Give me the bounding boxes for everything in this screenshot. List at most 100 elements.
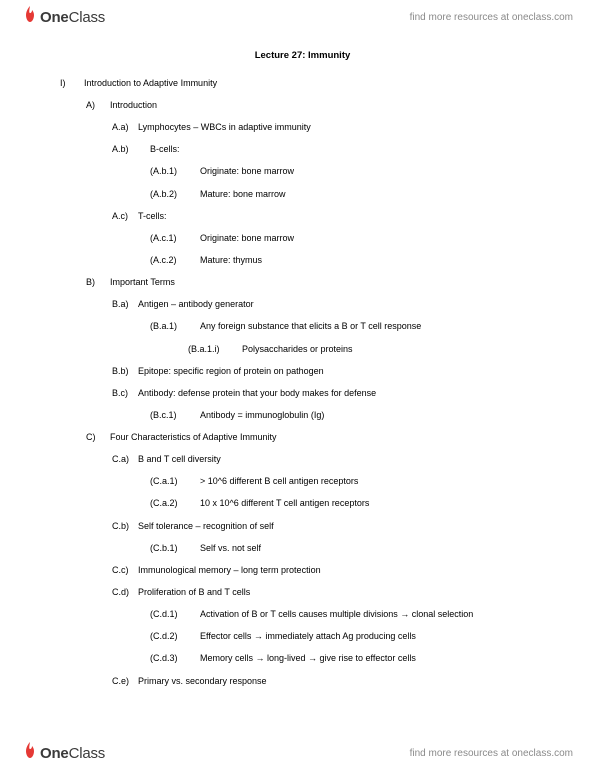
outline-text: Self vs. not self (200, 542, 261, 554)
outline-text: Primary vs. secondary response (138, 675, 267, 687)
outline-row: C)Four Characteristics of Adaptive Immun… (60, 431, 545, 443)
outline-label: (C.d.2) (150, 630, 200, 642)
outline-label: A.b) (112, 143, 150, 155)
flame-icon (22, 741, 38, 766)
outline-row: A.a)Lymphocytes – WBCs in adaptive immun… (60, 121, 545, 133)
outline-row: B.c)Antibody: defense protein that your … (60, 387, 545, 399)
header-bar: OneClass find more resources at oneclass… (0, 0, 595, 34)
outline-text: Effector cells → immediately attach Ag p… (200, 630, 416, 642)
outline-label: (C.a.2) (150, 497, 200, 509)
outline-label: (C.d.1) (150, 608, 200, 620)
outline-label: (A.b.1) (150, 165, 200, 177)
outline-row: (C.a.2)10 x 10^6 different T cell antige… (60, 497, 545, 509)
outline-row: B)Important Terms (60, 276, 545, 288)
outline-text: 10 x 10^6 different T cell antigen recep… (200, 497, 369, 509)
outline-text: Any foreign substance that elicits a B o… (200, 320, 421, 332)
outline-row: (B.a.1)Any foreign substance that elicit… (60, 320, 545, 332)
outline-text: Antibody: defense protein that your body… (138, 387, 376, 399)
footer-bar: OneClass find more resources at oneclass… (0, 736, 595, 770)
outline-text: B-cells: (150, 143, 180, 155)
outline-row: C.c)Immunological memory – long term pro… (60, 564, 545, 576)
outline-row: (C.a.1)> 10^6 different B cell antigen r… (60, 475, 545, 487)
brand-name-light: Class (69, 9, 106, 26)
outline-label: C.a) (112, 453, 138, 465)
lecture-title: Lecture 27: Immunity (60, 50, 545, 63)
outline-label: B.b) (112, 365, 138, 377)
outline-text: Proliferation of B and T cells (138, 586, 250, 598)
outline-row: C.e)Primary vs. secondary response (60, 675, 545, 687)
outline-label: B.c) (112, 387, 138, 399)
outline-text: > 10^6 different B cell antigen receptor… (200, 475, 358, 487)
outline-text: Lymphocytes – WBCs in adaptive immunity (138, 121, 311, 133)
outline-row: (C.d.3)Memory cells → long-lived → give … (60, 652, 545, 664)
outline-label: (A.c.1) (150, 232, 200, 244)
outline-text: Immunological memory – long term protect… (138, 564, 321, 576)
outline-text: Originate: bone marrow (200, 232, 294, 244)
outline-label: C.c) (112, 564, 138, 576)
outline-text: Mature: thymus (200, 254, 262, 266)
brand-name-light: Class (69, 745, 106, 762)
outline-row: B.b)Epitope: specific region of protein … (60, 365, 545, 377)
outline-label: C.e) (112, 675, 138, 687)
footer-tagline: find more resources at oneclass.com (410, 748, 573, 759)
outline-label: I) (60, 77, 84, 89)
outline-label: C.b) (112, 520, 138, 532)
header-tagline: find more resources at oneclass.com (410, 12, 573, 23)
outline-label: (B.a.1) (150, 320, 200, 332)
outline-label: (A.b.2) (150, 188, 200, 200)
outline-text: Activation of B or T cells causes multip… (200, 608, 473, 620)
outline-row: C.d)Proliferation of B and T cells (60, 586, 545, 598)
outline-label: A.a) (112, 121, 138, 133)
outline-text: Introduction to Adaptive Immunity (84, 77, 217, 89)
outline-row: C.a)B and T cell diversity (60, 453, 545, 465)
outline-row: (A.c.2)Mature: thymus (60, 254, 545, 266)
outline-label: B.a) (112, 298, 138, 310)
outline-row: (A.c.1)Originate: bone marrow (60, 232, 545, 244)
brand-name-bold: One (40, 745, 69, 762)
outline-row: (C.b.1)Self vs. not self (60, 542, 545, 554)
outline-label: (A.c.2) (150, 254, 200, 266)
flame-icon (22, 5, 38, 30)
outline-row: A.c)T-cells: (60, 210, 545, 222)
outline-row: I)Introduction to Adaptive Immunity (60, 77, 545, 89)
outline-row: (B.a.1.i)Polysaccharides or proteins (60, 343, 545, 355)
outline-text: Polysaccharides or proteins (242, 343, 353, 355)
outline-text: T-cells: (138, 210, 167, 222)
outline-text: Originate: bone marrow (200, 165, 294, 177)
outline-text: Epitope: specific region of protein on p… (138, 365, 324, 377)
outline: I)Introduction to Adaptive ImmunityA)Int… (60, 77, 545, 687)
outline-label: (C.d.3) (150, 652, 200, 664)
outline-row: B.a)Antigen – antibody generator (60, 298, 545, 310)
outline-label: (C.b.1) (150, 542, 200, 554)
outline-label: C) (86, 431, 110, 443)
outline-label: B) (86, 276, 110, 288)
outline-text: B and T cell diversity (138, 453, 221, 465)
outline-label: A.c) (112, 210, 138, 222)
brand-logo: OneClass (22, 5, 105, 30)
outline-row: (C.d.2)Effector cells → immediately atta… (60, 630, 545, 642)
outline-label: (B.a.1.i) (188, 343, 242, 355)
outline-row: (A.b.2)Mature: bone marrow (60, 188, 545, 200)
outline-text: Antibody = immunoglobulin (Ig) (200, 409, 324, 421)
outline-row: (A.b.1)Originate: bone marrow (60, 165, 545, 177)
outline-text: Introduction (110, 99, 157, 111)
outline-row: C.b)Self tolerance – recognition of self (60, 520, 545, 532)
outline-row: A.b)B-cells: (60, 143, 545, 155)
brand-name-bold: One (40, 9, 69, 26)
brand-logo-footer: OneClass (22, 741, 105, 766)
outline-label: C.d) (112, 586, 138, 598)
outline-text: Antigen – antibody generator (138, 298, 254, 310)
outline-row: (B.c.1)Antibody = immunoglobulin (Ig) (60, 409, 545, 421)
outline-text: Self tolerance – recognition of self (138, 520, 274, 532)
outline-label: (C.a.1) (150, 475, 200, 487)
outline-text: Important Terms (110, 276, 175, 288)
outline-text: Memory cells → long-lived → give rise to… (200, 652, 416, 664)
outline-label: (B.c.1) (150, 409, 200, 421)
outline-label: A) (86, 99, 110, 111)
brand-name: OneClass (40, 745, 105, 762)
outline-row: A)Introduction (60, 99, 545, 111)
outline-text: Mature: bone marrow (200, 188, 286, 200)
brand-name: OneClass (40, 9, 105, 26)
outline-text: Four Characteristics of Adaptive Immunit… (110, 431, 277, 443)
outline-row: (C.d.1)Activation of B or T cells causes… (60, 608, 545, 620)
